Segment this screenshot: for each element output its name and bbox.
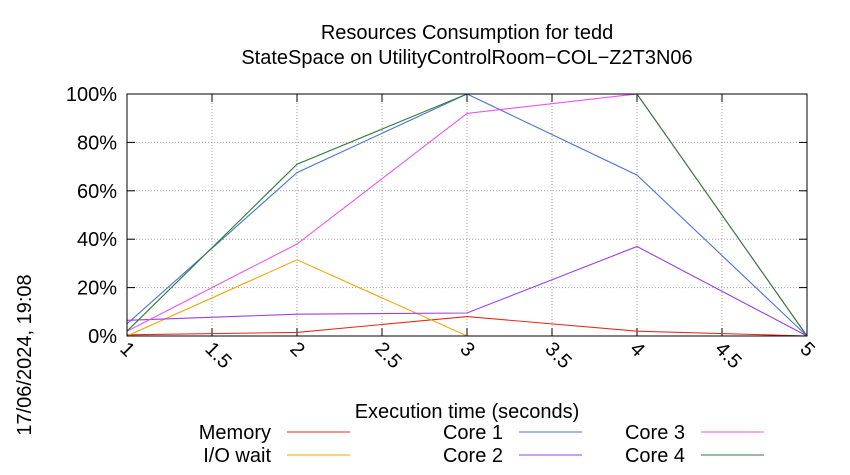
series-line-core-2 [126, 245, 808, 337]
chart-title: Resources Consumption for tedd [321, 22, 613, 44]
legend-label-core-3: Core 3 [625, 422, 685, 444]
legend-label-i-o-wait: I/O wait [203, 445, 271, 467]
x-tick-label: 5 [795, 338, 818, 361]
x-axis-label: Execution time (seconds) [355, 401, 580, 423]
legend-label-core-1: Core 1 [443, 422, 503, 444]
x-axis: 1 1.5 2 2.5 3 3.5 4 4.5 5 [115, 94, 819, 373]
plot-frame [126, 93, 808, 337]
x-tick-label: 1 [115, 338, 138, 361]
x-tick-label: 2.5 [370, 338, 405, 373]
legend-label-core-2: Core 2 [443, 445, 503, 467]
x-tick-label: 3 [455, 338, 478, 361]
x-tick-label: 4 [625, 338, 648, 361]
legend-label-memory: Memory [199, 422, 271, 444]
y-tick-label: 40% [77, 229, 117, 251]
x-tick-label: 1.5 [200, 338, 235, 373]
x-tick-label: 2 [285, 338, 308, 361]
chart-subtitle: StateSpace on UtilityControlRoom−COL−Z2T… [241, 47, 692, 69]
x-tick-label: 3.5 [540, 338, 575, 373]
grid-lines [127, 94, 807, 336]
y-tick-label: 100% [66, 84, 117, 106]
timestamp-label: 17/06/2024, 19:08 [14, 274, 36, 435]
y-tick-label: 20% [77, 278, 117, 300]
y-tick-label: 60% [77, 181, 117, 203]
y-tick-label: 80% [77, 132, 117, 154]
x-tick-label: 4.5 [710, 338, 745, 373]
series-line-memory [126, 316, 808, 337]
y-axis: 0% 20% 40% 60% 80% 100% [66, 84, 807, 348]
legend-label-core-4: Core 4 [625, 445, 685, 467]
y-tick-label: 0% [88, 326, 117, 348]
